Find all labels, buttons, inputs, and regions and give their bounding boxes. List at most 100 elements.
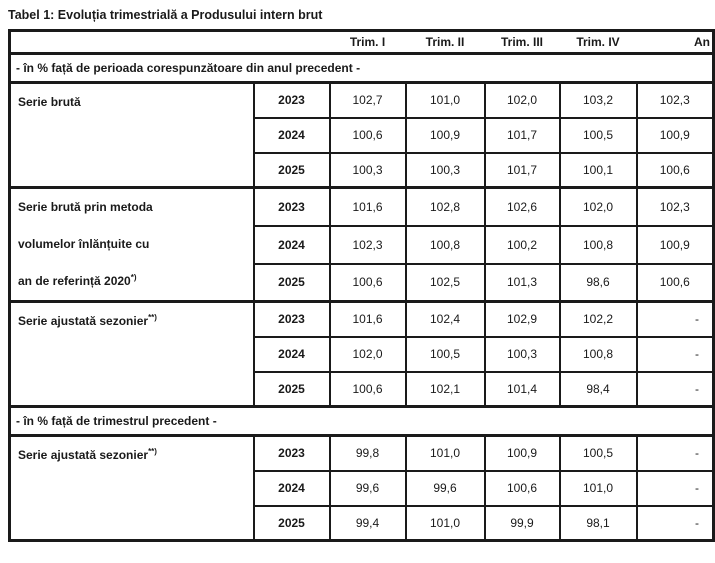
- value-cell: 102,1: [404, 370, 486, 408]
- value-cell: 100,8: [404, 224, 486, 265]
- value-cell: 100,5: [558, 434, 638, 472]
- value-cell: 101,6: [328, 300, 407, 338]
- value-cell: 99,6: [404, 469, 486, 507]
- year-cell: 2025: [252, 151, 331, 189]
- series-label-line: Serie brută: [18, 95, 81, 109]
- value-cell: 100,6: [328, 370, 407, 408]
- value-cell: 99,6: [328, 469, 407, 507]
- series-label-line: an de referință 2020*): [18, 273, 137, 289]
- value-cell: -: [635, 504, 715, 542]
- table-row: 2024 100,6 100,9 101,7 100,5 100,9: [10, 116, 715, 154]
- year-cell: 2024: [252, 335, 331, 373]
- series-label-cell: Serie brută: [8, 81, 255, 189]
- value-cell: 101,0: [558, 469, 638, 507]
- series-label-line: Serie brută prin metoda: [18, 200, 153, 214]
- col-header-trim-3: Trim. III: [484, 30, 560, 55]
- table-row: 2025 100,6 102,1 101,4 98,4-: [10, 370, 715, 408]
- year-cell: 2025: [252, 504, 331, 542]
- year-cell: 2023: [252, 81, 331, 119]
- value-cell: 100,8: [558, 224, 638, 265]
- value-cell: 102,9: [483, 300, 561, 338]
- value-cell: -: [635, 300, 715, 338]
- series-label-cell: Serie ajustată sezonier**): [8, 300, 255, 408]
- section-header: - în % față de trimestrul precedent -: [8, 405, 715, 437]
- year-cell: 2024: [252, 224, 331, 265]
- table-row: 2025 100,3 100,3 101,7 100,1 100,6: [10, 151, 715, 189]
- value-cell: 102,0: [558, 186, 638, 227]
- footnote-marker: **): [148, 313, 157, 322]
- col-header-annual: An: [636, 30, 714, 55]
- value-cell: 100,9: [635, 116, 715, 154]
- table-row: Serie brută 2023 102,7 101,0 102,0 103,2 102,3: [8, 81, 715, 189]
- value-cell: 101,7: [483, 151, 561, 189]
- section-header: - în % față de perioada corespunzătoare …: [8, 52, 715, 84]
- table-title: Tabel 1: Evoluția trimestrială a Produsu…: [8, 8, 323, 22]
- value-cell: 103,2: [558, 81, 638, 119]
- gdp-table-body: - în % față de perioada corespunzătoare …: [8, 52, 715, 542]
- year-cell: 2025: [252, 262, 331, 303]
- value-cell: 99,4: [328, 504, 407, 542]
- value-cell: 98,6: [558, 262, 638, 303]
- value-cell: 100,6: [635, 151, 715, 189]
- value-cell: 100,2: [483, 224, 561, 265]
- value-cell: 102,3: [635, 186, 715, 227]
- value-cell: 102,7: [328, 81, 407, 119]
- value-cell: 101,4: [483, 370, 561, 408]
- value-cell: 100,3: [404, 151, 486, 189]
- value-cell: 99,8: [328, 434, 407, 472]
- value-cell: 101,0: [404, 434, 486, 472]
- gdp-quarterly-table: Trim. I Trim. II Trim. III Trim. IV An -…: [8, 29, 715, 542]
- value-cell: 100,1: [558, 151, 638, 189]
- value-cell: 100,3: [483, 335, 561, 373]
- value-cell: -: [635, 370, 715, 408]
- value-cell: 102,3: [635, 81, 715, 119]
- value-cell: 100,6: [328, 116, 407, 154]
- value-cell: 100,3: [328, 151, 407, 189]
- value-cell: 102,5: [404, 262, 486, 303]
- value-cell: 99,9: [483, 504, 561, 542]
- value-cell: 100,9: [635, 224, 715, 265]
- value-cell: 100,9: [483, 434, 561, 472]
- value-cell: 102,8: [404, 186, 486, 227]
- footnote-marker: *): [130, 273, 137, 282]
- value-cell: 98,4: [558, 370, 638, 408]
- section-header-row: - în % față de trimestrul precedent -: [8, 405, 715, 437]
- value-cell: 101,7: [483, 116, 561, 154]
- value-cell: 100,6: [328, 262, 407, 303]
- col-header-trim-1: Trim. I: [329, 30, 406, 55]
- value-cell: 102,0: [328, 335, 407, 373]
- col-header-trim-2: Trim. II: [405, 30, 485, 55]
- table-row: 2025 100,6 102,5 101,3 98,6 100,6: [10, 262, 715, 303]
- value-cell: 102,3: [328, 224, 407, 265]
- value-cell: 100,8: [558, 335, 638, 373]
- value-cell: 100,9: [404, 116, 486, 154]
- table-row: 2024 99,6 99,6 100,6 101,0-: [10, 469, 715, 507]
- year-cell: 2023: [252, 186, 331, 227]
- value-cell: -: [635, 335, 715, 373]
- value-cell: 101,0: [404, 81, 486, 119]
- value-cell: 102,0: [483, 81, 561, 119]
- value-cell: 102,6: [483, 186, 561, 227]
- year-cell: 2023: [252, 300, 331, 338]
- table-row: 2024 102,0 100,5 100,3 100,8-: [10, 335, 715, 373]
- table-row: Serie ajustată sezonier**) 2023 101,6 102,4…: [8, 300, 715, 408]
- value-cell: 98,1: [558, 504, 638, 542]
- value-cell: 101,3: [483, 262, 561, 303]
- value-cell: 102,2: [558, 300, 638, 338]
- series-label-line: volumelor înlănțuite cu: [18, 237, 150, 251]
- value-cell: 101,0: [404, 504, 486, 542]
- value-cell: 100,6: [635, 262, 715, 303]
- table-row: 2024 102,3 100,8 100,2 100,8 100,9: [10, 224, 715, 265]
- series-label-cell: Serie ajustată sezonier**): [8, 434, 255, 542]
- value-cell: 100,5: [404, 335, 486, 373]
- year-cell: 2024: [252, 469, 331, 507]
- table-row: Serie ajustată sezonier**) 2023 99,8 101,0 1…: [8, 434, 715, 542]
- col-header-trim-4: Trim. IV: [559, 30, 637, 55]
- value-cell: 100,5: [558, 116, 638, 154]
- empty-header-cell: [9, 30, 330, 55]
- value-cell: -: [635, 434, 715, 472]
- value-cell: -: [635, 469, 715, 507]
- table-header-row: Trim. I Trim. II Trim. III Trim. IV An: [9, 30, 714, 55]
- series-label-line: Serie ajustată sezonier**): [18, 313, 157, 329]
- table-row: 2025 99,4 101,0 99,9 98,1-: [10, 504, 715, 542]
